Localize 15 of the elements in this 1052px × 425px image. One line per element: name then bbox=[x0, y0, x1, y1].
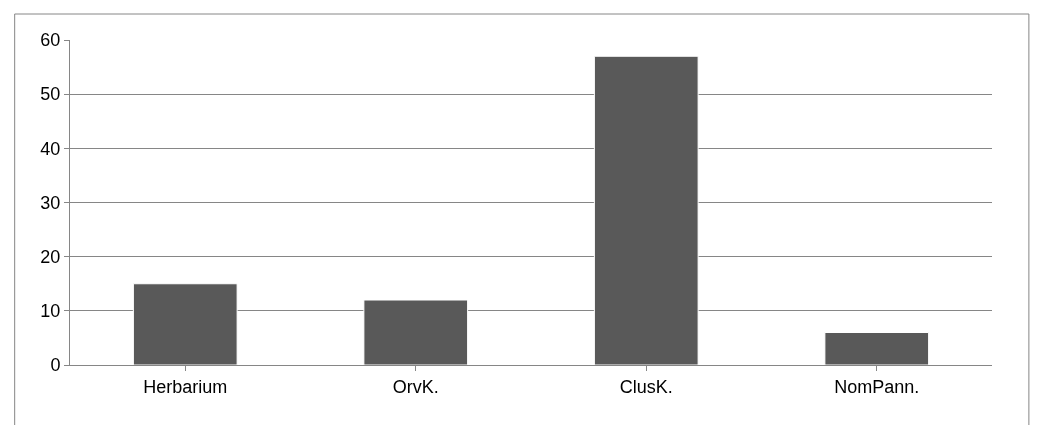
x-tick-label: OrvK. bbox=[392, 376, 439, 397]
bar bbox=[593, 55, 699, 365]
y-tick-label: 0 bbox=[50, 355, 61, 376]
x-tick-label: ClusK. bbox=[619, 376, 673, 397]
bar bbox=[132, 283, 238, 365]
x-tick-label: NomPann. bbox=[834, 376, 920, 397]
y-tick-label: 10 bbox=[40, 301, 61, 322]
y-tick-label: 60 bbox=[40, 30, 61, 51]
bar bbox=[363, 299, 469, 365]
x-tick-label: Herbarium bbox=[143, 376, 228, 397]
y-tick-label: 30 bbox=[40, 192, 61, 213]
y-tick-label: 50 bbox=[40, 84, 61, 105]
bar bbox=[824, 332, 930, 365]
y-tick-label: 40 bbox=[40, 138, 61, 159]
y-tick-label: 20 bbox=[40, 246, 61, 267]
